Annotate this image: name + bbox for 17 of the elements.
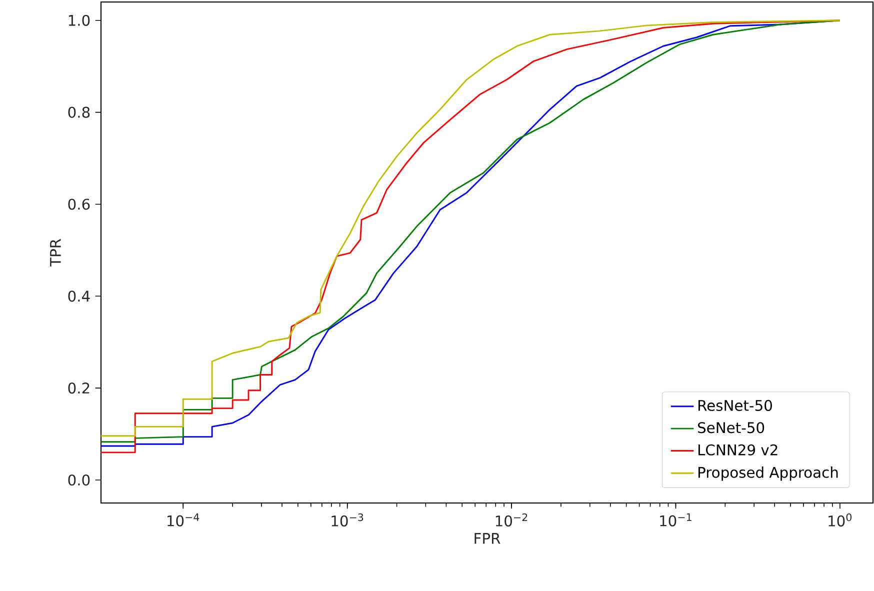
y-tick-label: 0.4 <box>68 290 90 302</box>
y-tick-label: 0.0 <box>68 474 90 486</box>
legend-label: SeNet-50 <box>698 422 764 434</box>
x-tick-label: 10$^{−3}$ <box>332 513 364 527</box>
y-tick-label: 1.0 <box>68 14 90 26</box>
legend-label: LCNN29 v2 <box>698 444 778 456</box>
x-axis-title: FPR <box>474 533 500 544</box>
y-tick-label: 0.8 <box>68 106 90 118</box>
legend-label: ResNet-50 <box>698 400 772 411</box>
y-tick-label: 0.6 <box>68 198 90 210</box>
x-tick-label: 10$^{−4}$ <box>168 513 200 526</box>
x-tick-label: 10$^{0}$ <box>828 513 852 527</box>
x-tick-label: 10$^{−1}$ <box>660 513 692 526</box>
legend-label: Proposed Approach <box>698 466 838 481</box>
x-tick-label: 10$^{−2}$ <box>496 513 528 527</box>
y-axis-title: TPR <box>50 238 61 267</box>
y-tick-label: 0.2 <box>68 382 90 394</box>
